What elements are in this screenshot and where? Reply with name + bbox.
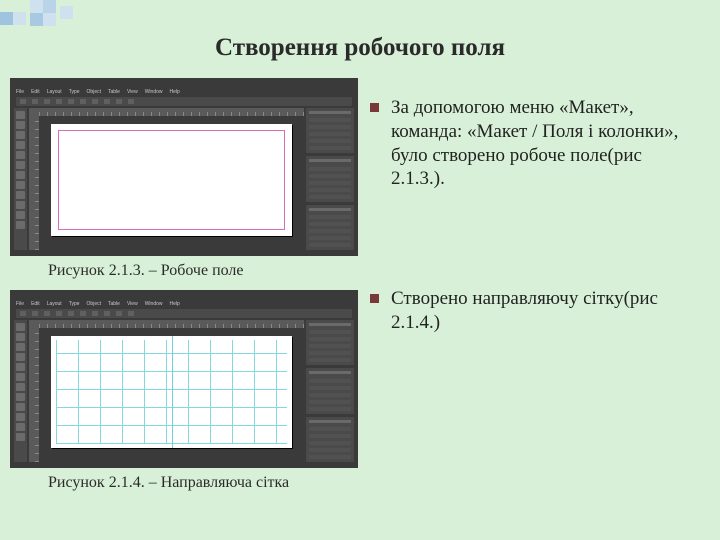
- bullet-2-text: Створено направляючу сітку(рис 2.1.4.): [391, 287, 700, 335]
- indd-page: [51, 336, 292, 448]
- figure-1: FileEditLayoutTypeObjectTableViewWindowH…: [10, 78, 360, 280]
- figure-2: FileEditLayoutTypeObjectTableViewWindowH…: [10, 290, 360, 492]
- indd-panels: [306, 320, 354, 462]
- bullet-1: За допомогою меню «Макет», команда: «Мак…: [370, 96, 700, 191]
- indesign-screenshot-2: FileEditLayoutTypeObjectTableViewWindowH…: [10, 290, 358, 468]
- slide-title: Створення робочого поля: [0, 34, 720, 62]
- corner-decoration: [0, 0, 120, 36]
- indd-menubar: FileEditLayoutTypeObjectTableViewWindowH…: [16, 88, 352, 96]
- content-area: FileEditLayoutTypeObjectTableViewWindowH…: [0, 78, 720, 540]
- bullet-square-icon: [370, 294, 379, 303]
- indesign-screenshot-1: FileEditLayoutTypeObjectTableViewWindowH…: [10, 78, 358, 256]
- indd-toolbox: [14, 108, 27, 250]
- figure-2-caption: Рисунок 2.1.4. – Направляюча сітка: [48, 474, 360, 492]
- indd-control-bar: [16, 309, 352, 318]
- bullet-square-icon: [370, 103, 379, 112]
- indd-toolbox: [14, 320, 27, 462]
- indd-canvas: [29, 320, 304, 462]
- indd-menubar: FileEditLayoutTypeObjectTableViewWindowH…: [16, 300, 352, 308]
- bullet-1-text: За допомогою меню «Макет», команда: «Мак…: [391, 96, 700, 191]
- indd-panels: [306, 108, 354, 250]
- left-column: FileEditLayoutTypeObjectTableViewWindowH…: [0, 78, 370, 540]
- indd-canvas: [29, 108, 304, 250]
- right-column: За допомогою меню «Макет», команда: «Мак…: [370, 78, 720, 540]
- indd-control-bar: [16, 97, 352, 106]
- bullet-2: Створено направляючу сітку(рис 2.1.4.): [370, 287, 700, 335]
- figure-1-caption: Рисунок 2.1.3. – Робоче поле: [48, 262, 360, 280]
- indd-page: [51, 124, 292, 236]
